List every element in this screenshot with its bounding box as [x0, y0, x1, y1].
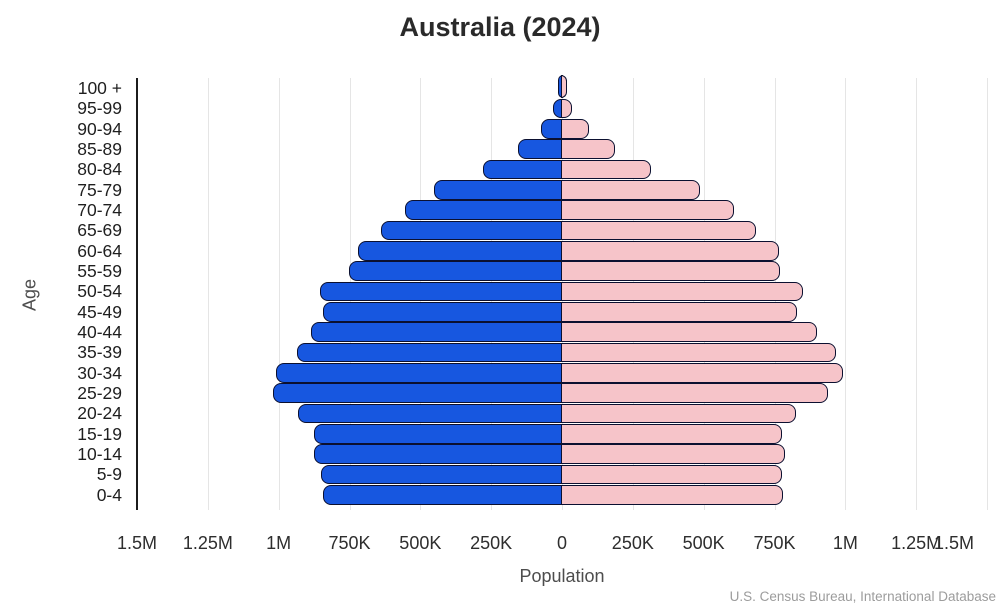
y-tick-label: 35-39 [77, 342, 122, 363]
x-tick-label: 1M [266, 533, 292, 553]
bar-female-70-74[interactable] [560, 200, 734, 221]
bar-female-20-24[interactable] [560, 403, 796, 424]
y-tick-label: 60-64 [77, 240, 122, 261]
bar-male-25-29[interactable] [272, 383, 564, 404]
x-tick-label: 750K [753, 533, 796, 553]
y-axis-line [136, 78, 138, 510]
bar-male-75-79[interactable] [434, 179, 564, 200]
bar-female-45-49[interactable] [560, 301, 798, 322]
bar-male-0-4[interactable] [322, 484, 564, 505]
y-tick-label: 40-44 [77, 322, 122, 342]
x-tick-label: 1M [832, 533, 858, 553]
bar-female-5-9[interactable] [560, 464, 782, 485]
bar-female-15-19[interactable] [560, 423, 782, 444]
y-tick-label: 55-59 [77, 261, 122, 281]
y-tick-label: 30-34 [77, 362, 122, 383]
bar-female-100[interactable] [560, 75, 567, 99]
y-tick-label: 25-29 [77, 383, 122, 403]
bar-male-10-14[interactable] [314, 444, 564, 465]
bar-male-30-34[interactable] [275, 362, 564, 383]
gridline [278, 78, 280, 510]
x-tick-label: 250K [470, 533, 513, 553]
bar-male-85-89[interactable] [518, 139, 564, 160]
y-tick-label: 90-94 [77, 118, 122, 139]
x-tick-label: 1.5M [116, 533, 158, 553]
bar-male-45-49[interactable] [322, 301, 564, 322]
gridline [916, 78, 918, 510]
source-attribution: U.S. Census Bureau, International Databa… [729, 589, 996, 604]
x-axis-tick-labels: 1.5M 1.25M 1M 750K 500K 250K 0 250K 500K 750K 1M 1.… [117, 533, 987, 555]
bar-male-35-39[interactable] [297, 342, 564, 363]
bar-female-95-99[interactable] [560, 98, 572, 119]
y-tick-label: 10-14 [77, 444, 122, 464]
x-tick-label: 1.25M [891, 533, 942, 553]
x-tick-label: 500K [399, 533, 442, 553]
bar-female-35-39[interactable] [560, 342, 836, 363]
bar-female-0-4[interactable] [560, 484, 784, 505]
y-tick-label: 5-9 [96, 464, 122, 485]
gridline [845, 78, 847, 510]
bar-female-30-34[interactable] [560, 362, 843, 383]
bar-female-50-54[interactable] [560, 281, 803, 302]
x-tick-label: 500K [682, 533, 725, 553]
y-tick-label: 0-4 [96, 484, 122, 505]
bar-male-40-44[interactable] [311, 322, 564, 343]
bar-male-15-19[interactable] [314, 423, 564, 444]
y-tick-label: 45-49 [77, 301, 122, 322]
bar-male-80-84[interactable] [482, 159, 564, 180]
x-axis-title: Population [519, 566, 605, 586]
gridline [987, 78, 988, 510]
x-tick-label: 0 [556, 533, 568, 553]
y-tick-label: 75-79 [77, 179, 122, 200]
y-tick-label: 50-54 [77, 281, 122, 302]
gridline [207, 78, 209, 510]
y-tick-label: 95-99 [77, 98, 122, 119]
bar-female-75-79[interactable] [560, 179, 700, 200]
bar-male-5-9[interactable] [321, 464, 564, 485]
bar-female-80-84[interactable] [560, 159, 652, 180]
bar-female-60-64[interactable] [560, 240, 779, 261]
y-tick-label: 15-19 [77, 423, 122, 444]
y-tick-label: 100 + [77, 78, 122, 98]
bar-female-65-69[interactable] [560, 220, 757, 241]
bar-female-85-89[interactable] [560, 139, 615, 160]
bar-female-25-29[interactable] [560, 383, 829, 404]
bar-female-10-14[interactable] [560, 444, 785, 465]
bar-female-55-59[interactable] [560, 261, 781, 282]
x-tick-label: 250K [611, 533, 654, 553]
bar-male-20-24[interactable] [298, 403, 564, 424]
y-tick-label: 80-84 [77, 159, 122, 180]
bar-female-90-94[interactable] [560, 118, 589, 139]
y-tick-label: 70-74 [77, 200, 122, 220]
chart-title: Australia (2024) [399, 12, 601, 42]
x-tick-label: 1.25M [182, 533, 233, 553]
bar-male-70-74[interactable] [404, 200, 564, 221]
bar-female-40-44[interactable] [560, 322, 818, 343]
x-tick-label: 1.5M [933, 533, 975, 553]
y-tick-label: 65-69 [77, 220, 122, 241]
x-tick-label: 750K [328, 533, 371, 553]
bar-male-60-64[interactable] [357, 240, 564, 261]
plot-area [136, 75, 988, 510]
y-axis-tick-labels: 100 +95-99 90-94 85-89 80-84 75-79 70-74 65-69… [0, 78, 130, 505]
bar-male-55-59[interactable] [349, 261, 564, 282]
y-tick-label: 20-24 [77, 403, 122, 424]
bar-male-50-54[interactable] [319, 281, 564, 302]
y-tick-label: 85-89 [77, 139, 122, 159]
bar-male-65-69[interactable] [380, 220, 564, 241]
